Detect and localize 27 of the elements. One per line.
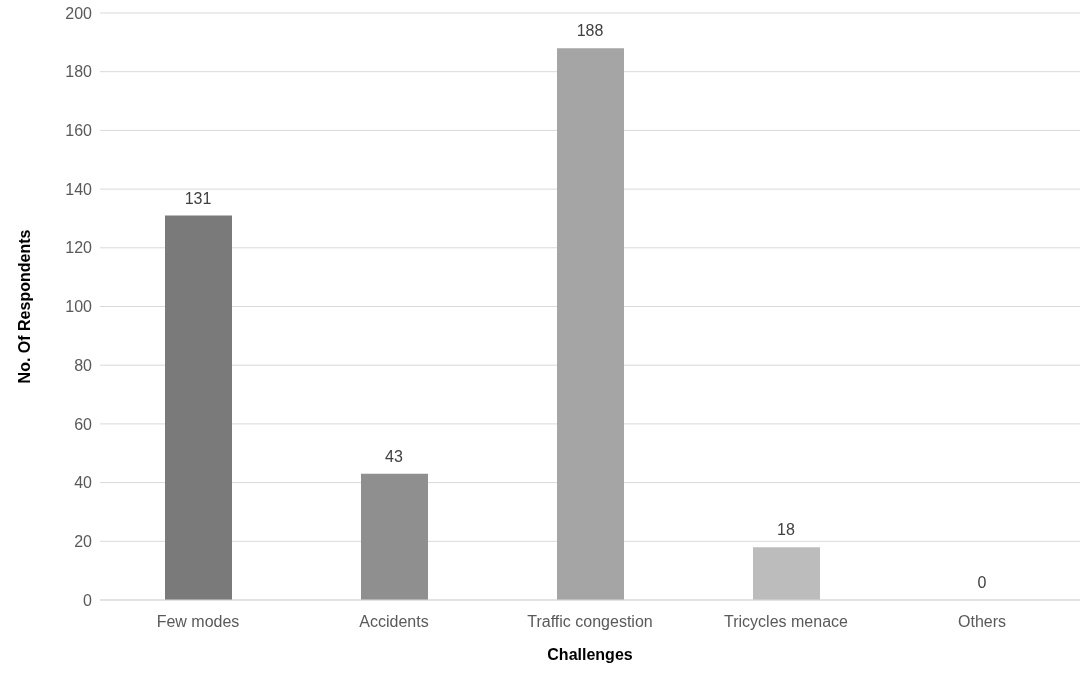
x-axis-title: Challenges	[547, 646, 633, 663]
x-tick-label: Others	[957, 613, 1007, 631]
bar	[557, 48, 624, 600]
data-label: 0	[977, 574, 987, 591]
bar	[165, 215, 232, 600]
y-tick-label: 60	[74, 415, 93, 433]
y-tick-label: 80	[74, 356, 93, 374]
y-axis-title: No. Of Respondents	[15, 229, 33, 384]
data-label: 131	[184, 189, 212, 207]
y-tick-label: 140	[65, 180, 93, 198]
y-tick-label: 120	[65, 239, 93, 257]
x-tick-label: Few modes	[156, 613, 240, 631]
y-tick-label: 160	[65, 122, 93, 140]
y-tick-label: 180	[65, 63, 93, 81]
y-tick-label: 40	[74, 474, 93, 492]
y-tick-label: 20	[74, 532, 93, 550]
y-tick-label: 0	[83, 591, 93, 609]
data-label: 18	[777, 521, 795, 539]
x-tick-label: Accidents	[359, 613, 429, 631]
y-tick-label: 200	[65, 4, 93, 22]
data-label: 43	[385, 447, 403, 465]
bar	[361, 473, 428, 600]
y-tick-label: 100	[65, 298, 93, 316]
data-label: 188	[576, 22, 604, 40]
x-tick-label: Tricycles menace	[724, 613, 849, 631]
bar	[753, 547, 820, 600]
x-tick-label: Traffic congestion	[527, 613, 653, 631]
